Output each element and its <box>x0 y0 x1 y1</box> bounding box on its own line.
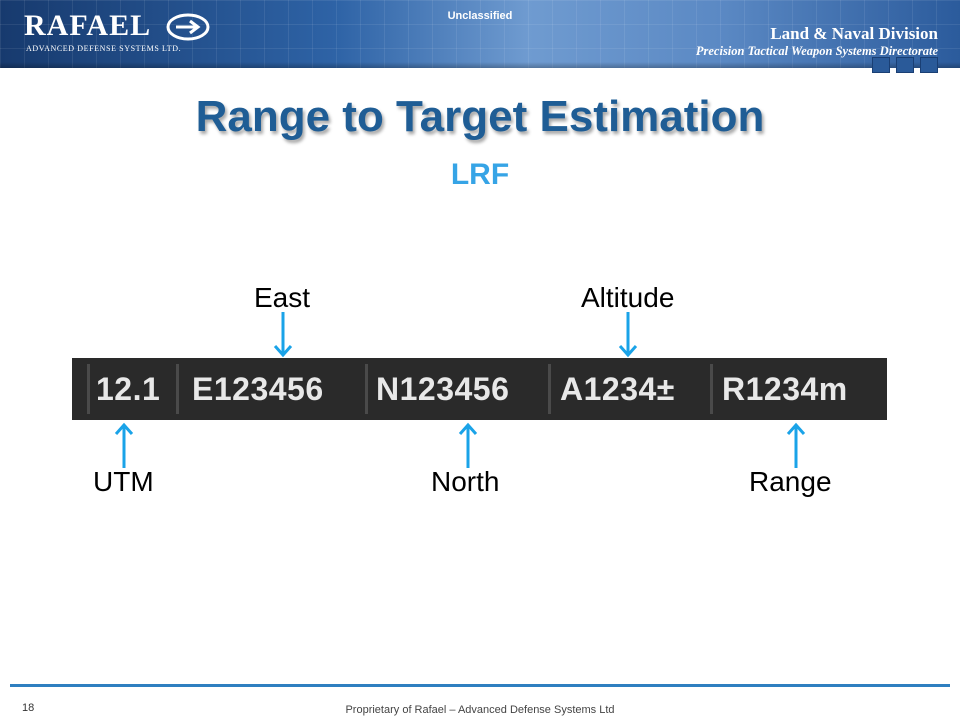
altitude-arrow-icon <box>618 312 638 358</box>
footer-divider <box>10 684 950 687</box>
logo-emblem-icon <box>166 13 210 41</box>
range-label: Range <box>749 466 832 497</box>
field-separator <box>87 364 90 414</box>
field-separator <box>548 364 551 414</box>
logo-wordmark: RAFAEL <box>24 9 152 42</box>
range-arrow-icon <box>786 422 806 468</box>
altitude-label: Altitude <box>581 282 675 313</box>
field-separator <box>365 364 368 414</box>
field-separator <box>176 364 179 414</box>
page-number: 18 <box>22 702 35 714</box>
header-banner: RAFAEL ADVANCED DEFENSE SYSTEMS LTD. Unc… <box>0 0 960 68</box>
field-separator <box>710 364 713 414</box>
north-arrow-icon <box>458 422 478 468</box>
decor-square <box>920 57 938 73</box>
decor-square <box>872 57 890 73</box>
division-block: Land & Naval Division Precision Tactical… <box>696 24 938 58</box>
east-arrow-icon <box>273 312 293 358</box>
lrf-readout-bar: 12.1 E123456 N123456 A1234± R1234m <box>72 358 887 420</box>
utm-label: UTM <box>93 466 154 497</box>
east-value: E123456 <box>192 371 324 407</box>
division-name: Land & Naval Division <box>770 24 938 43</box>
utm-arrow-icon <box>114 422 134 468</box>
logo-tagline: ADVANCED DEFENSE SYSTEMS LTD. <box>26 44 182 53</box>
slide-subtitle: LRF <box>450 158 510 191</box>
proprietary-notice: Proprietary of Rafael – Advanced Defense… <box>345 704 615 716</box>
altitude-value: A1234± <box>560 371 675 407</box>
utm-zone-value: 12.1 <box>96 371 161 407</box>
rafael-logo: RAFAEL ADVANCED DEFENSE SYSTEMS LTD. <box>24 10 214 60</box>
directorate-name: Precision Tactical Weapon Systems Direct… <box>695 44 938 58</box>
classification-label: Unclassified <box>447 10 513 22</box>
east-label: East <box>254 282 311 313</box>
slide-title: Range to Target Estimation <box>195 92 765 141</box>
range-value: R1234m <box>722 371 848 407</box>
north-label: North <box>431 466 500 497</box>
decorative-squares <box>872 57 938 73</box>
decor-square <box>896 57 914 73</box>
banner-grid-pattern <box>0 0 960 68</box>
north-value: N123456 <box>376 371 510 407</box>
banner-shade <box>0 62 960 68</box>
